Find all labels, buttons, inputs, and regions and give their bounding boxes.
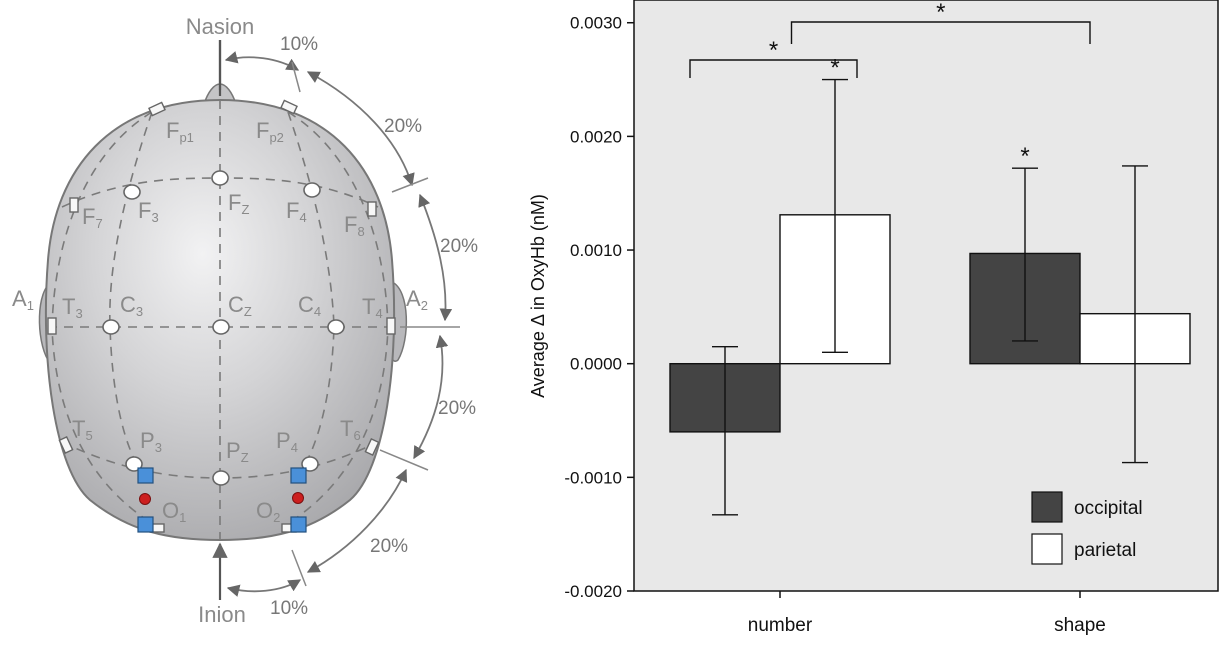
sig-bracket-number xyxy=(689,59,858,78)
label-t4: T4 xyxy=(362,294,383,321)
electrode-dot-c3 xyxy=(102,319,120,335)
x-category-label: number xyxy=(748,615,813,636)
y-tick-label: 0.0010 xyxy=(570,241,622,260)
detector-marker-right xyxy=(292,492,304,504)
percent-ticks xyxy=(291,61,460,587)
label-o1: O1 xyxy=(162,498,186,525)
label-t6: T6 xyxy=(340,416,361,443)
legend-swatch-occipital xyxy=(1031,491,1063,523)
sig-star-bracket-number: * xyxy=(769,37,778,64)
label-t5: T5 xyxy=(72,416,93,443)
label-o2: O2 xyxy=(256,498,280,525)
x-category-label: shape xyxy=(1054,615,1106,636)
label-f4: F4 xyxy=(286,198,307,225)
legend-label-parietal: parietal xyxy=(1074,540,1136,561)
source-marker-left-bottom xyxy=(137,516,154,533)
label-a2: A2 xyxy=(406,286,428,313)
eeg-diagram: Nasion Inion 10% 20% 20% 20% 20% 10% Fp1… xyxy=(12,14,478,627)
pct-label-upper-right: 20% xyxy=(384,116,422,137)
y-axis-label: Average Δ in OxyHb (nM) xyxy=(528,194,548,398)
source-marker-right-bottom xyxy=(290,516,307,533)
y-tick-label: 0.0030 xyxy=(570,14,622,33)
plot-area xyxy=(633,0,1219,592)
electrode-dot-fz xyxy=(211,170,229,186)
significance-brackets: * * * * xyxy=(689,0,1091,170)
y-tick-label: 0.0020 xyxy=(570,127,622,146)
label-pz: PZ xyxy=(226,438,249,465)
label-p3: P3 xyxy=(140,428,162,455)
label-f3: F3 xyxy=(138,198,159,225)
electrode-dot-f3 xyxy=(123,184,141,200)
electrode-labels: Fp1 Fp2 F7 F3 FZ F4 F8 A1 T3 C3 CZ C4 T4… xyxy=(12,118,428,525)
pct-label-bottom: 10% xyxy=(270,598,308,619)
sig-star-bracket-between: * xyxy=(936,0,945,26)
sig-bracket-between xyxy=(790,21,1091,44)
pct-label-mid-lower-right: 20% xyxy=(438,398,476,419)
label-c4: C4 xyxy=(298,292,321,319)
error-bars xyxy=(712,78,1148,516)
legend: occipital parietal xyxy=(1031,491,1143,565)
legend-label-occipital: occipital xyxy=(1074,498,1143,519)
pct-label-top: 10% xyxy=(280,34,318,55)
optode-markers xyxy=(137,467,307,533)
electrode-dot-c4 xyxy=(327,319,345,335)
source-marker-right-top xyxy=(290,467,307,484)
sig-star-number-parietal: * xyxy=(830,55,839,82)
source-marker-left-top xyxy=(137,467,154,484)
electrode-dot-f4 xyxy=(303,182,321,198)
percent-arcs xyxy=(224,51,453,597)
label-f7: F7 xyxy=(82,204,103,231)
inion-label: Inion xyxy=(198,602,246,627)
label-cz: CZ xyxy=(228,292,252,319)
label-a1: A1 xyxy=(12,286,34,313)
pct-label-mid-upper-right: 20% xyxy=(440,236,478,257)
label-t3: T3 xyxy=(62,294,83,321)
label-fz: FZ xyxy=(228,190,249,217)
label-c3: C3 xyxy=(120,292,143,319)
label-fp2: Fp2 xyxy=(256,118,284,145)
label-p4: P4 xyxy=(276,428,298,455)
sig-star-shape-occipital: * xyxy=(1020,143,1029,170)
y-axis-ticks: 0.0030 0.0020 0.0010 0.0000 -0.0010 -0.0020 xyxy=(564,14,634,601)
electrode-dots xyxy=(102,170,345,486)
detector-marker-left xyxy=(139,493,151,505)
bar-chart: 0.0030 0.0020 0.0010 0.0000 -0.0010 -0.0020 n… xyxy=(528,0,1219,636)
pct-label-lower-right: 20% xyxy=(370,536,408,557)
x-axis-labels: number shape xyxy=(748,591,1106,636)
nasion-label: Nasion xyxy=(186,14,254,39)
label-f8: F8 xyxy=(344,212,365,239)
label-fp1: Fp1 xyxy=(166,118,194,145)
y-tick-label: -0.0010 xyxy=(564,468,622,487)
electrode-dot-cz xyxy=(212,319,230,335)
legend-swatch-parietal xyxy=(1031,533,1063,565)
y-tick-label: -0.0020 xyxy=(564,582,622,601)
y-tick-label: 0.0000 xyxy=(570,355,622,374)
electrode-dot-pz xyxy=(212,470,230,486)
